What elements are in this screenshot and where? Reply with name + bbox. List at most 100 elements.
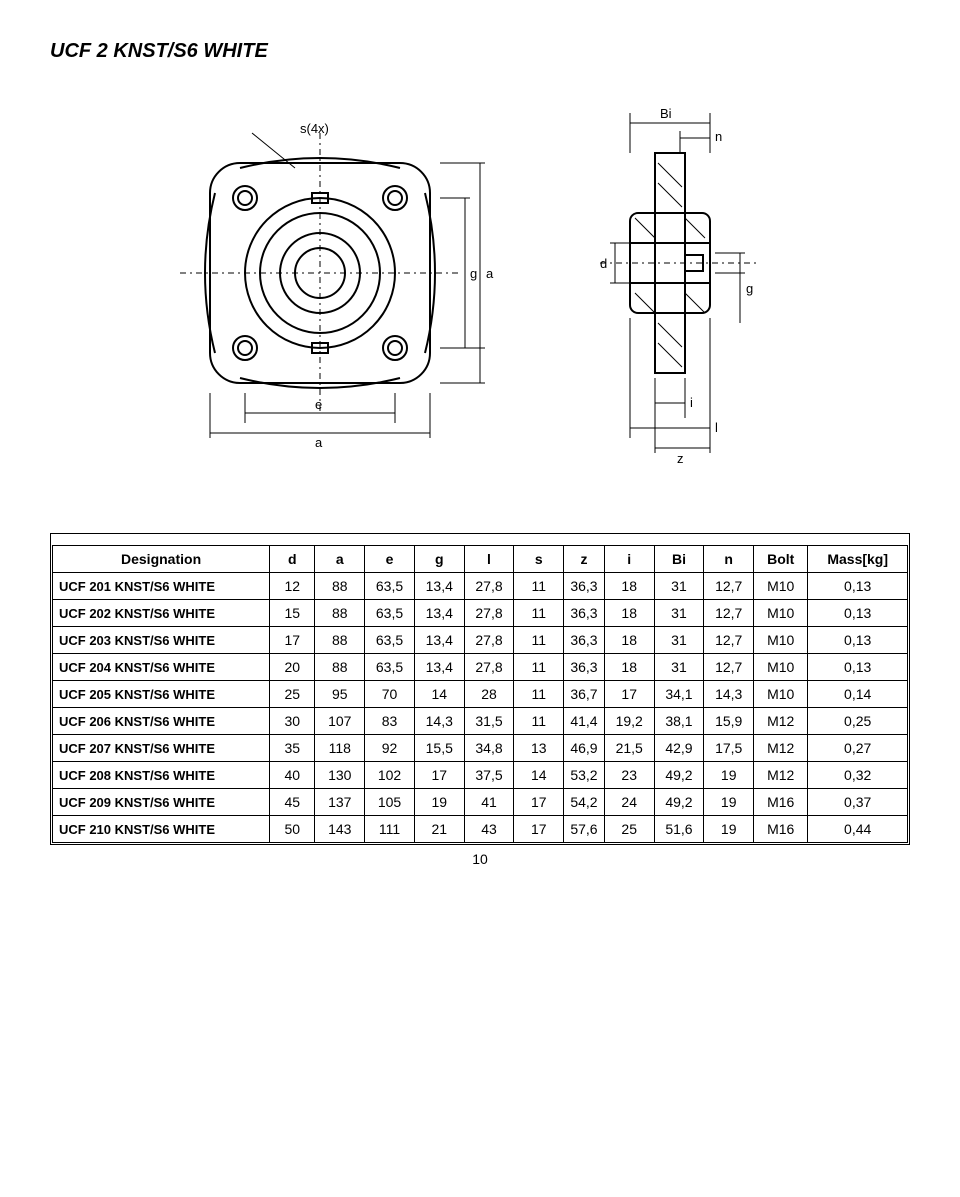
cell-value: 17 bbox=[514, 789, 564, 816]
spec-table: DesignationdaeglsziBinBoltMass[kg] UCF 2… bbox=[52, 545, 908, 843]
cell-value: 63,5 bbox=[365, 654, 415, 681]
cell-designation: UCF 209 KNST/S6 WHITE bbox=[53, 789, 270, 816]
cell-value: 0,13 bbox=[808, 627, 908, 654]
cell-value: 21 bbox=[414, 816, 464, 843]
cell-value: 14,3 bbox=[414, 708, 464, 735]
col-a: a bbox=[315, 546, 365, 573]
cell-value: 95 bbox=[315, 681, 365, 708]
front-view-diagram: s(4x) bbox=[140, 93, 500, 473]
cell-value: 31 bbox=[654, 600, 704, 627]
cell-designation: UCF 205 KNST/S6 WHITE bbox=[53, 681, 270, 708]
cell-value: 31 bbox=[654, 573, 704, 600]
cell-value: 13 bbox=[514, 735, 564, 762]
cell-value: M16 bbox=[754, 789, 808, 816]
cell-designation: UCF 208 KNST/S6 WHITE bbox=[53, 762, 270, 789]
label-e: e bbox=[315, 397, 322, 412]
cell-value: 11 bbox=[514, 573, 564, 600]
cell-value: 20 bbox=[270, 654, 315, 681]
cell-value: 17 bbox=[514, 816, 564, 843]
cell-value: 27,8 bbox=[464, 600, 514, 627]
cell-value: 25 bbox=[604, 816, 654, 843]
cell-value: 19 bbox=[414, 789, 464, 816]
cell-value: 23 bbox=[604, 762, 654, 789]
cell-value: 25 bbox=[270, 681, 315, 708]
cell-value: 34,1 bbox=[654, 681, 704, 708]
cell-designation: UCF 202 KNST/S6 WHITE bbox=[53, 600, 270, 627]
side-view-diagram: Bi n bbox=[560, 93, 820, 473]
cell-value: 13,4 bbox=[414, 654, 464, 681]
cell-value: 12,7 bbox=[704, 573, 754, 600]
cell-designation: UCF 204 KNST/S6 WHITE bbox=[53, 654, 270, 681]
cell-value: 63,5 bbox=[365, 600, 415, 627]
cell-value: 11 bbox=[514, 681, 564, 708]
cell-value: 31 bbox=[654, 654, 704, 681]
cell-value: 30 bbox=[270, 708, 315, 735]
cell-value: 18 bbox=[604, 654, 654, 681]
cell-value: 28 bbox=[464, 681, 514, 708]
cell-value: 0,37 bbox=[808, 789, 908, 816]
cell-value: 15,5 bbox=[414, 735, 464, 762]
cell-value: 0,27 bbox=[808, 735, 908, 762]
spec-table-wrap: DesignationdaeglsziBinBoltMass[kg] UCF 2… bbox=[50, 533, 910, 845]
cell-value: 41,4 bbox=[564, 708, 605, 735]
cell-value: 11 bbox=[514, 708, 564, 735]
cell-value: 19 bbox=[704, 762, 754, 789]
table-row: UCF 204 KNST/S6 WHITE208863,513,427,8113… bbox=[53, 654, 908, 681]
table-row: UCF 208 KNST/S6 WHITE401301021737,51453,… bbox=[53, 762, 908, 789]
cell-value: 12,7 bbox=[704, 600, 754, 627]
cell-value: 63,5 bbox=[365, 573, 415, 600]
cell-value: 70 bbox=[365, 681, 415, 708]
cell-value: 36,7 bbox=[564, 681, 605, 708]
cell-designation: UCF 207 KNST/S6 WHITE bbox=[53, 735, 270, 762]
col-mass-kg-: Mass[kg] bbox=[808, 546, 908, 573]
cell-value: 46,9 bbox=[564, 735, 605, 762]
cell-value: 14 bbox=[514, 762, 564, 789]
cell-value: 35 bbox=[270, 735, 315, 762]
cell-value: 63,5 bbox=[365, 627, 415, 654]
cell-value: M10 bbox=[754, 627, 808, 654]
col-s: s bbox=[514, 546, 564, 573]
cell-value: 0,14 bbox=[808, 681, 908, 708]
cell-value: 37,5 bbox=[464, 762, 514, 789]
page-title: UCF 2 KNST/S6 WHITE bbox=[50, 40, 910, 63]
cell-value: 38,1 bbox=[654, 708, 704, 735]
cell-value: 83 bbox=[365, 708, 415, 735]
col-e: e bbox=[365, 546, 415, 573]
label-g: g bbox=[746, 281, 753, 296]
cell-value: 57,6 bbox=[564, 816, 605, 843]
cell-value: 15,9 bbox=[704, 708, 754, 735]
label-g-side: g bbox=[470, 266, 477, 281]
cell-value: 41 bbox=[464, 789, 514, 816]
label-a: a bbox=[315, 435, 323, 450]
cell-value: 88 bbox=[315, 627, 365, 654]
cell-value: 88 bbox=[315, 654, 365, 681]
cell-value: 11 bbox=[514, 627, 564, 654]
cell-value: 19 bbox=[704, 789, 754, 816]
cell-value: 88 bbox=[315, 600, 365, 627]
cell-value: 13,4 bbox=[414, 627, 464, 654]
cell-value: 49,2 bbox=[654, 789, 704, 816]
cell-value: 143 bbox=[315, 816, 365, 843]
cell-value: 130 bbox=[315, 762, 365, 789]
cell-value: 18 bbox=[604, 627, 654, 654]
side-view-svg: Bi n bbox=[560, 93, 820, 473]
cell-value: 18 bbox=[604, 600, 654, 627]
cell-value: M12 bbox=[754, 708, 808, 735]
table-row: UCF 203 KNST/S6 WHITE178863,513,427,8113… bbox=[53, 627, 908, 654]
label-Bi: Bi bbox=[660, 106, 672, 121]
col-l: l bbox=[464, 546, 514, 573]
cell-value: 49,2 bbox=[654, 762, 704, 789]
cell-value: 0,44 bbox=[808, 816, 908, 843]
table-row: UCF 206 KNST/S6 WHITE301078314,331,51141… bbox=[53, 708, 908, 735]
col-designation: Designation bbox=[53, 546, 270, 573]
label-a-side: a bbox=[486, 266, 494, 281]
cell-value: M16 bbox=[754, 816, 808, 843]
table-row: UCF 201 KNST/S6 WHITE128863,513,427,8113… bbox=[53, 573, 908, 600]
cell-value: 53,2 bbox=[564, 762, 605, 789]
table-row: UCF 210 KNST/S6 WHITE5014311121431757,62… bbox=[53, 816, 908, 843]
table-row: UCF 205 KNST/S6 WHITE25957014281136,7173… bbox=[53, 681, 908, 708]
cell-value: 43 bbox=[464, 816, 514, 843]
cell-value: M12 bbox=[754, 762, 808, 789]
cell-value: 0,13 bbox=[808, 573, 908, 600]
diagram-row: s(4x) bbox=[50, 93, 910, 473]
